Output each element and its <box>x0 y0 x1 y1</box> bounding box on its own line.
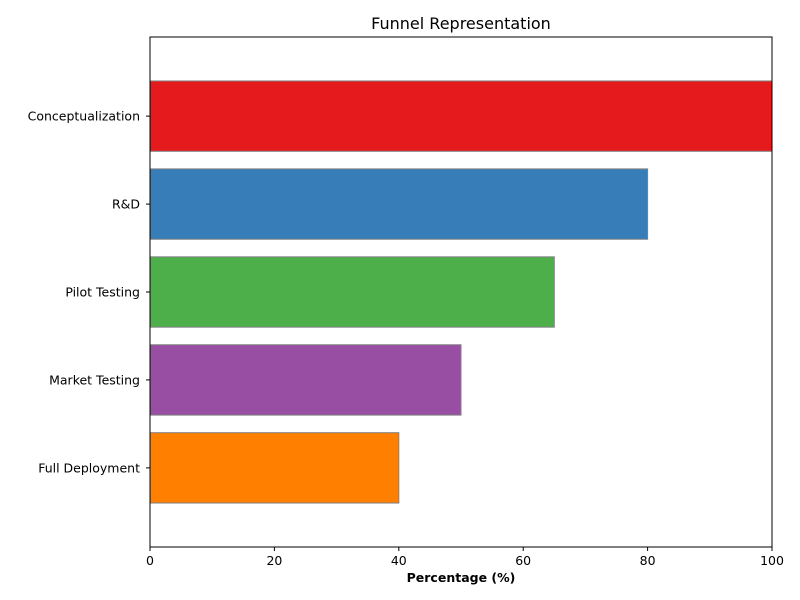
y-axis: Conceptualization R&D Pilot Testing Market … <box>28 109 150 475</box>
y-tick-label: Full Deployment <box>38 460 140 475</box>
y-tick-label: Market Testing <box>49 372 140 387</box>
bars-group <box>149 80 773 504</box>
x-tick-label: 20 <box>266 553 282 568</box>
bar-1 <box>149 168 649 240</box>
x-tick-label: 60 <box>515 553 531 568</box>
x-axis-label: Percentage (%) <box>407 570 516 585</box>
chart-title: Funnel Representation <box>371 14 551 33</box>
bar-3 <box>149 344 462 416</box>
y-tick-label: R&D <box>112 197 140 212</box>
x-axis: 0 20 40 60 80 100 <box>146 547 784 568</box>
bar-0 <box>149 80 773 152</box>
bar-2 <box>149 256 555 328</box>
x-tick-label: 80 <box>640 553 656 568</box>
x-tick-label: 40 <box>391 553 407 568</box>
y-tick-label: Conceptualization <box>28 109 140 124</box>
y-tick-label: Pilot Testing <box>65 285 140 300</box>
bar-4 <box>149 432 400 504</box>
x-tick-label: 100 <box>760 553 784 568</box>
x-tick-label: 0 <box>146 553 154 568</box>
